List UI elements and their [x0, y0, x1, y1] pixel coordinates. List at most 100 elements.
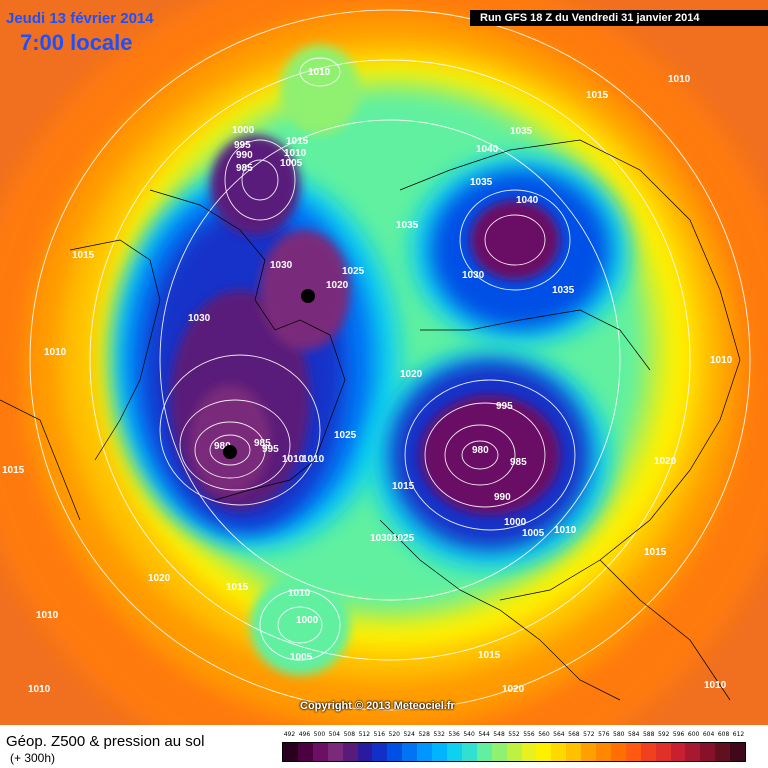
isobar-label: 1035	[396, 220, 419, 231]
isobar-label: 1010	[668, 74, 691, 85]
color-scale-label: 532	[433, 731, 445, 738]
color-scale-label: 520	[388, 731, 400, 738]
legend-footer: Géop. Z500 & pression au sol (+ 300h) 49…	[0, 725, 768, 768]
legend-title: Géop. Z500 & pression au sol	[6, 733, 205, 750]
isobar-labels: 1010 1015 1000 995 990 985 1015 1010 100…	[2, 67, 733, 695]
color-scale-swatch	[432, 743, 447, 761]
color-scale-label: 500	[313, 731, 326, 738]
isobar-label: 1030	[188, 313, 211, 324]
run-info: Run GFS 18 Z du Vendredi 31 janvier 2014	[470, 10, 768, 26]
isobar-label: 1040	[476, 144, 499, 155]
low-center-marker	[223, 445, 237, 459]
forecast-date: Jeudi 13 février 2014	[6, 10, 154, 27]
color-scale-label: 536	[448, 731, 460, 738]
color-scale-swatch	[610, 743, 626, 761]
isobar-label: 1000	[296, 615, 319, 626]
isobar-label: 1030	[270, 260, 293, 271]
color-scale-swatch	[670, 743, 686, 761]
isobar-label: 1010	[284, 148, 307, 159]
coastlines	[0, 139, 741, 701]
isobar-label: 1030	[462, 270, 485, 281]
color-scale-swatch	[685, 743, 701, 761]
isobar-label: 1010	[704, 680, 727, 691]
color-scale-swatch	[402, 743, 418, 761]
color-scale-label: 552	[508, 731, 520, 738]
isobar-label: 1020	[326, 280, 349, 291]
isobar-label: 1010	[36, 610, 59, 621]
isobar-label: 1025	[342, 266, 365, 277]
color-scale-swatch	[446, 743, 462, 761]
color-scale-label: 604	[702, 731, 715, 738]
weather-map: 1010 1015 1000 995 990 985 1015 1010 100…	[0, 0, 768, 725]
color-scale-label: 612	[732, 731, 745, 738]
color-scale-label: 508	[343, 731, 356, 738]
color-scale-label: 524	[403, 731, 415, 738]
color-scale-swatch	[417, 743, 433, 761]
legend-subtitle: (+ 300h)	[10, 751, 56, 765]
isobar-label: 1010	[44, 347, 67, 358]
color-scale-label: 592	[657, 731, 670, 738]
isobar-label: 980	[472, 445, 489, 456]
isobar-label: 990	[494, 492, 511, 503]
isobar-label: 1015	[392, 481, 415, 492]
color-scale-swatch	[551, 743, 567, 761]
isobar-label: 1010	[308, 67, 331, 78]
color-scale-swatch	[283, 743, 298, 761]
isobar-label: 1005	[522, 528, 545, 539]
isobar-label: 1035	[510, 126, 533, 137]
isobar-label: 1025	[392, 533, 415, 544]
isobar-label: 990	[236, 150, 253, 161]
isobar-label: 1015	[586, 90, 609, 101]
color-scale-swatch	[506, 743, 522, 761]
isobar-label: 1020	[400, 369, 423, 380]
color-scale-label: 576	[598, 731, 610, 738]
isobar-label: 1015	[644, 547, 667, 558]
color-scale-label: 596	[672, 731, 685, 738]
color-scale-label: 584	[628, 731, 640, 738]
color-scale-label: 540	[463, 731, 475, 738]
isobar-label: 1020	[148, 573, 171, 584]
forecast-time: 7:00 locale	[20, 30, 133, 55]
color-scale-swatch	[640, 743, 656, 761]
color-scale-label: 560	[538, 731, 550, 738]
color-scale-swatch	[312, 743, 328, 761]
color-scale-bar	[282, 742, 746, 762]
color-scale-label: 572	[583, 731, 595, 738]
isobar-label: 1025	[334, 430, 357, 441]
color-scale-label: 580	[613, 731, 625, 738]
color-scale-swatch	[476, 743, 492, 761]
color-scale-label: 608	[717, 731, 730, 738]
color-scale-swatch	[327, 743, 343, 761]
isobar-label: 1005	[280, 158, 303, 169]
color-scale-label: 568	[568, 731, 580, 738]
isobar-label: 985	[510, 457, 527, 468]
color-scale-labels: 492 496 500 504 508 512 516 520 524 528 532 536 540 5…	[282, 731, 746, 741]
isobar-label: 1020	[654, 456, 677, 467]
isobar-label: 1005	[290, 652, 313, 663]
isobar-label: 1000	[232, 125, 255, 136]
color-scale-swatch	[730, 743, 746, 761]
color-scale-swatch	[700, 743, 716, 761]
isobar-label: 1010	[554, 525, 577, 536]
isobar-label: 985	[236, 163, 253, 174]
isobar-label: 1015	[286, 136, 309, 147]
color-scale-label: 556	[523, 731, 535, 738]
color-scale-label: 544	[478, 731, 490, 738]
color-scale-label: 548	[493, 731, 505, 738]
color-scale-label: 496	[298, 731, 311, 738]
isobar-label: 1010	[282, 454, 305, 465]
isobar-label: 1035	[552, 285, 575, 296]
isobar-label: 1035	[470, 177, 493, 188]
isobar-label: 1015	[226, 582, 249, 593]
color-scale-label: 516	[373, 731, 386, 738]
color-scale-swatch	[342, 743, 358, 761]
color-scale-label: 512	[358, 731, 371, 738]
color-scale-swatch	[387, 743, 403, 761]
color-scale-swatch	[491, 743, 507, 761]
isobar-label: 1020	[502, 684, 525, 695]
color-scale-swatch	[521, 743, 537, 761]
color-scale-swatch	[715, 743, 731, 761]
isobar-label: 1010	[302, 454, 325, 465]
color-scale-swatch	[625, 743, 641, 761]
geopotential-field	[0, 0, 768, 725]
